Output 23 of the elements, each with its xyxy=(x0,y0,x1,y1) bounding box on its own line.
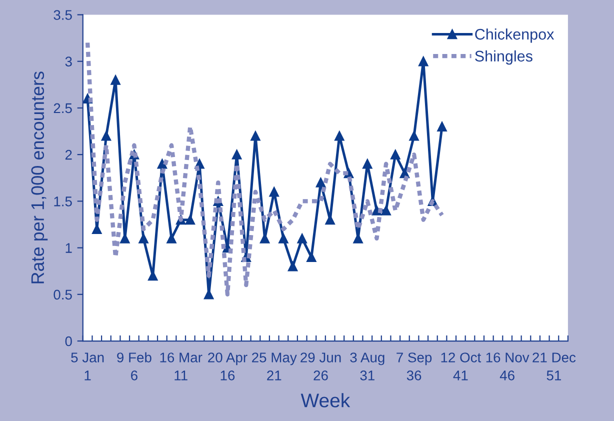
y-axis-title: Rate per 1,000 encounters xyxy=(31,72,48,284)
y-tick-label: 3.5 xyxy=(54,10,72,20)
x-tick-label: 29 Jun 26 xyxy=(300,352,341,380)
x-tick-label: 20 Apr 16 xyxy=(208,352,248,380)
y-tick-label: 0 xyxy=(65,336,72,346)
y-tick-label: 3 xyxy=(65,56,72,67)
y-tick-label: 1 xyxy=(66,243,72,253)
y-tick-label: 1.5 xyxy=(54,196,72,206)
x-tick-label: 9 Feb 6 xyxy=(117,352,152,380)
x-tick-label: 16 Nov 46 xyxy=(486,352,530,380)
y-tick-label: 2 xyxy=(65,150,72,160)
x-tick-label: 3 Aug 31 xyxy=(350,352,384,380)
x-tick-label: 5 Jan 1 xyxy=(71,352,104,380)
x-axis-title: Week xyxy=(300,393,350,408)
x-tick-label: 12 Oct 41 xyxy=(441,352,482,380)
y-tick-label: 2.5 xyxy=(54,103,72,114)
x-tick-label: 16 Mar 11 xyxy=(160,352,202,380)
x-tick-label: 7 Sep 36 xyxy=(396,352,432,380)
legend-label: Chickenpox xyxy=(475,28,554,43)
legend-label: Shingles xyxy=(475,50,532,65)
y-tick-label: 0.5 xyxy=(54,290,72,300)
x-tick-label: 25 May 21 xyxy=(252,352,297,380)
x-tick-label: 21 Dec 51 xyxy=(532,352,576,380)
